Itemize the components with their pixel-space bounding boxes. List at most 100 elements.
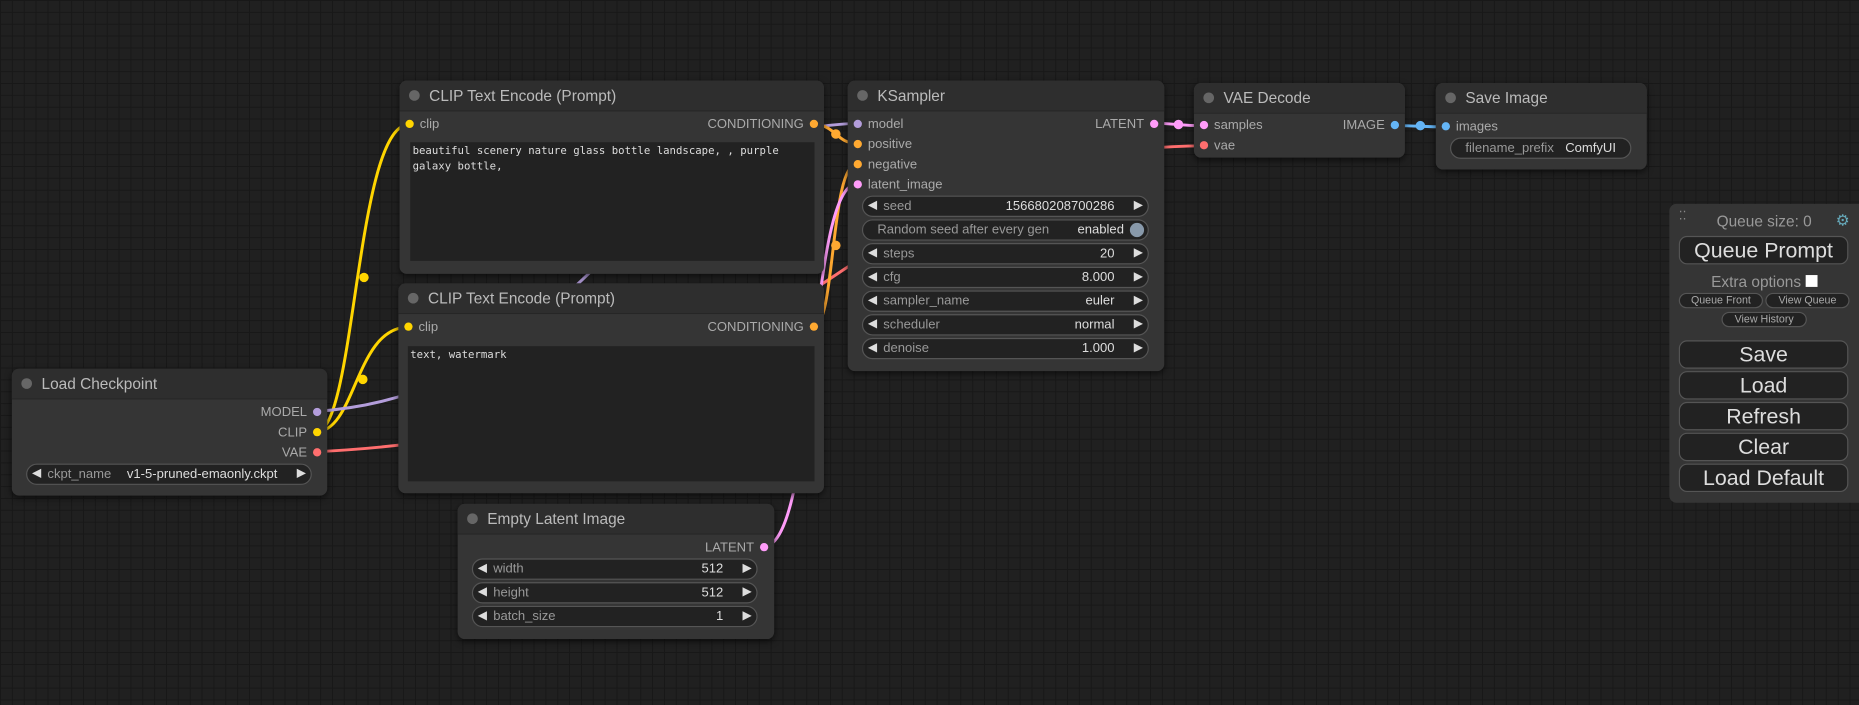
input-samples[interactable]: samples <box>1194 116 1263 135</box>
output-image[interactable]: IMAGE <box>1343 116 1405 135</box>
node-header[interactable]: Load Checkpoint <box>11 368 328 400</box>
collapse-dot[interactable] <box>409 90 420 101</box>
collapse-dot[interactable] <box>467 513 478 525</box>
sampler-name-combo[interactable]: ◀ sampler_name euler ▶ <box>861 290 1149 312</box>
output-vae[interactable]: VAE <box>282 443 327 462</box>
input-positive[interactable]: positive <box>848 135 912 154</box>
load-button[interactable]: Load <box>1678 371 1849 400</box>
node-header[interactable]: Empty Latent Image <box>457 503 775 535</box>
output-conditioning[interactable]: CONDITIONING <box>707 318 824 337</box>
node-header[interactable]: Save Image <box>1435 82 1647 114</box>
widget-value: 512 <box>701 561 724 577</box>
output-clip[interactable]: CLIP <box>278 423 327 442</box>
widget-label: filename_prefix <box>1465 141 1554 156</box>
arrow-right-icon[interactable]: ▶ <box>1133 199 1143 213</box>
arrow-right-icon[interactable]: ▶ <box>1133 341 1143 355</box>
input-latent-image[interactable]: latent_image <box>848 175 943 194</box>
input-model[interactable]: model <box>848 115 903 134</box>
widget-value: 1.000 <box>1081 341 1115 356</box>
arrow-left-icon[interactable]: ◀ <box>477 609 487 623</box>
queue-prompt-button[interactable]: Queue Prompt <box>1678 235 1849 265</box>
node-empty-latent-image[interactable]: Empty Latent Image LATENT ◀ width 512 ▶ ◀ he… <box>457 503 775 640</box>
output-model[interactable]: MODEL <box>261 403 328 422</box>
arrow-left-icon[interactable]: ◀ <box>32 467 42 481</box>
width-widget[interactable]: ◀ width 512 ▶ <box>471 558 758 580</box>
scheduler-combo[interactable]: ◀ scheduler normal ▶ <box>861 314 1149 336</box>
wire-midpoint <box>1173 119 1184 130</box>
batch-size-widget[interactable]: ◀ batch_size 1 ▶ <box>471 605 758 628</box>
input-clip[interactable]: clip <box>398 318 438 337</box>
view-queue-button[interactable]: View Queue <box>1765 292 1850 309</box>
drag-handle-icon[interactable]: ⁚⁚ <box>1678 209 1687 223</box>
arrow-left-icon[interactable]: ◀ <box>867 270 877 284</box>
input-clip[interactable]: clip <box>400 115 439 134</box>
gear-icon[interactable]: ⚙ <box>1835 211 1850 229</box>
toggle-knob-icon[interactable] <box>1129 222 1145 238</box>
collapse-dot[interactable] <box>857 90 868 101</box>
node-header[interactable]: KSampler <box>847 80 1165 112</box>
input-negative[interactable]: negative <box>848 155 917 174</box>
arrow-left-icon[interactable]: ◀ <box>477 585 487 599</box>
node-header[interactable]: CLIP Text Encode (Prompt) <box>399 80 824 112</box>
input-images[interactable]: images <box>1436 117 1498 136</box>
collapse-dot[interactable] <box>1203 92 1215 104</box>
node-title: KSampler <box>877 86 946 105</box>
arrow-right-icon[interactable]: ▶ <box>742 609 752 623</box>
height-widget[interactable]: ◀ height 512 ▶ <box>471 582 758 604</box>
arrow-left-icon[interactable]: ◀ <box>867 341 877 355</box>
input-vae[interactable]: vae <box>1194 136 1235 155</box>
steps-widget[interactable]: ◀ steps 20 ▶ <box>861 243 1149 265</box>
arrow-right-icon[interactable]: ▶ <box>742 561 752 576</box>
node-clip-text-encode-negative[interactable]: CLIP Text Encode (Prompt) clip CONDITION… <box>398 283 824 494</box>
node-vae-decode[interactable]: VAE Decode samples vae IMAGE <box>1193 82 1405 158</box>
load-default-button[interactable]: Load Default <box>1678 463 1849 493</box>
denoise-widget[interactable]: ◀ denoise 1.000 ▶ <box>861 337 1149 360</box>
arrow-left-icon[interactable]: ◀ <box>867 294 877 308</box>
arrow-left-icon[interactable]: ◀ <box>867 246 877 260</box>
slot-label: positive <box>867 137 913 152</box>
queue-size: Queue size: 0 <box>1716 212 1812 231</box>
arrow-right-icon[interactable]: ▶ <box>296 467 306 481</box>
widget-label: denoise <box>883 341 929 356</box>
output-latent[interactable]: LATENT <box>1095 115 1164 134</box>
cfg-widget[interactable]: ◀ cfg 8.000 ▶ <box>861 266 1149 289</box>
arrow-left-icon[interactable]: ◀ <box>477 561 487 576</box>
node-clip-text-encode-positive[interactable]: CLIP Text Encode (Prompt) clip CONDITION… <box>399 80 824 274</box>
node-load-checkpoint[interactable]: Load Checkpoint MODEL CLIP VAE ◀ ckpt_nam… <box>11 368 328 496</box>
extra-options-checkbox[interactable] <box>1805 275 1818 287</box>
wire-midpoint <box>831 129 841 139</box>
node-header[interactable]: VAE Decode <box>1193 82 1405 114</box>
node-save-image[interactable]: Save Image images filename_prefix ComfyUI <box>1435 82 1647 170</box>
widget-value: ComfyUI <box>1565 141 1616 156</box>
filename-prefix-input[interactable]: filename_prefix ComfyUI <box>1449 137 1632 159</box>
collapse-dot[interactable] <box>21 378 33 389</box>
ckpt-name-combo[interactable]: ◀ ckpt_name v1-5-pruned-emaonly.ckpt ▶ <box>26 463 312 485</box>
collapse-dot[interactable] <box>1445 92 1456 104</box>
view-history-button[interactable]: View History <box>1721 311 1807 328</box>
arrow-right-icon[interactable]: ▶ <box>742 585 752 599</box>
arrow-left-icon[interactable]: ◀ <box>867 317 877 331</box>
random-seed-toggle[interactable]: Random seed after every gen enabled <box>861 219 1149 241</box>
prompt-textarea[interactable]: text, watermark <box>407 346 815 482</box>
output-conditioning[interactable]: CONDITIONING <box>707 115 824 134</box>
save-button[interactable]: Save <box>1678 340 1849 369</box>
arrow-left-icon[interactable]: ◀ <box>867 199 877 213</box>
queue-front-button[interactable]: Queue Front <box>1678 292 1763 309</box>
arrow-right-icon[interactable]: ▶ <box>1133 246 1143 260</box>
arrow-right-icon[interactable]: ▶ <box>1133 270 1143 284</box>
node-ksampler[interactable]: KSampler model positive negative latent_… <box>847 80 1165 372</box>
widget-value: 156680208700286 <box>1005 199 1115 214</box>
output-latent[interactable]: LATENT <box>705 538 774 557</box>
seed-widget[interactable]: ◀ seed 156680208700286 ▶ <box>861 195 1149 217</box>
extra-options: Extra options <box>1669 273 1859 290</box>
widget-label: height <box>493 585 529 600</box>
arrow-right-icon[interactable]: ▶ <box>1133 317 1143 331</box>
node-header[interactable]: CLIP Text Encode (Prompt) <box>398 283 824 315</box>
prompt-textarea[interactable]: beautiful scenery nature glass bottle la… <box>410 142 815 261</box>
arrow-right-icon[interactable]: ▶ <box>1133 294 1143 308</box>
slot-label: IMAGE <box>1342 118 1385 133</box>
refresh-button[interactable]: Refresh <box>1678 401 1849 431</box>
clear-button[interactable]: Clear <box>1678 432 1849 462</box>
collapse-dot[interactable] <box>407 292 419 304</box>
